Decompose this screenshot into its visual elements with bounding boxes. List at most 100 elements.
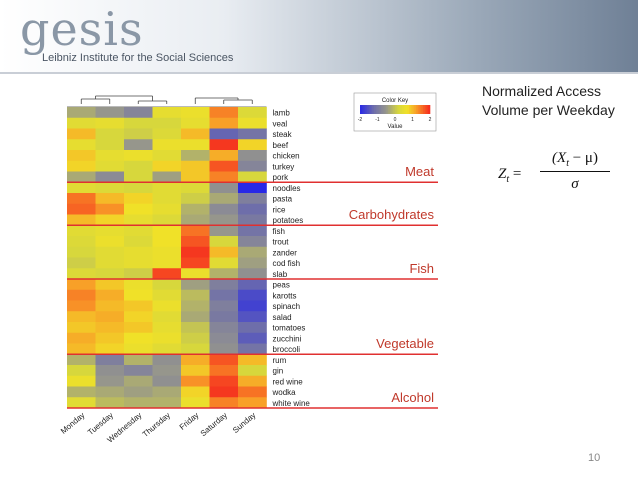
row-label: tomatoes [273, 324, 306, 333]
page-number: 10 [588, 452, 601, 464]
heatmap-cell [95, 354, 125, 366]
heatmap-cell [67, 279, 96, 291]
heatmap-cell [209, 322, 239, 334]
heatmap-cell [238, 171, 267, 183]
header-band [0, 0, 638, 72]
heatmap-cell [124, 203, 153, 215]
heatmap-cell [209, 397, 239, 409]
heatmap-cell [95, 300, 125, 312]
heatmap-cell [209, 128, 239, 140]
heatmap-cell [95, 203, 125, 215]
color-key-swatch [424, 105, 427, 114]
color-key-swatch [396, 105, 399, 114]
formula-lhs-sub: t [506, 174, 510, 185]
heatmap-cell [152, 225, 182, 237]
heatmap-cell [124, 150, 153, 162]
heatmap-cell [152, 343, 182, 355]
heatmap-cell [152, 150, 182, 162]
heatmap-cell [209, 107, 239, 119]
heatmap-cell [124, 343, 153, 355]
heatmap-cell [95, 386, 125, 398]
heatmap-cell [152, 332, 182, 344]
heatmap-cell [95, 365, 125, 377]
heatmap-cell [67, 160, 96, 172]
color-key-title: Color Key [382, 98, 408, 104]
heatmap-cell [95, 257, 125, 269]
heatmap-cell [152, 107, 182, 119]
color-key-swatch [405, 105, 408, 114]
heatmap-cell [209, 117, 239, 129]
column-label: Friday [178, 411, 201, 432]
heatmap-cell [152, 365, 182, 377]
formula-lhs: Zt = [498, 166, 521, 185]
color-key-swatch [360, 105, 363, 114]
color-key-swatch [386, 105, 389, 114]
heatmap-cell [209, 203, 239, 215]
color-key-axis-label: Value [388, 124, 404, 130]
heatmap-cell [67, 311, 96, 323]
heatmap-cell [124, 257, 153, 269]
header-divider [0, 72, 638, 74]
heatmap-cell [95, 193, 125, 205]
row-label: noodles [273, 184, 301, 193]
color-key-swatch [407, 105, 410, 114]
heatmap-cell [238, 279, 267, 291]
heatmap-cell [95, 150, 125, 162]
heatmap-cell [124, 128, 153, 140]
heatmap-cell [124, 354, 153, 366]
color-key-swatch [372, 105, 375, 114]
z-score-formula: Zt = (Xt − μ) σ [498, 150, 618, 200]
heatmap-cell [209, 182, 239, 194]
formula-num-rest: − μ) [568, 150, 598, 166]
color-key-swatch [365, 105, 368, 114]
heatmap-cell [181, 300, 210, 312]
color-key-swatch [381, 105, 384, 114]
color-key-tick: -2 [358, 117, 363, 123]
heatmap-cell [124, 311, 153, 323]
row-label: pork [273, 173, 290, 182]
formula-num-sub: t [566, 158, 569, 169]
row-label: veal [273, 119, 288, 128]
heatmap-cell [209, 160, 239, 172]
heatmap-cell [238, 246, 267, 258]
heatmap-cell [238, 332, 267, 344]
color-key-swatch [416, 105, 419, 114]
heatmap-cell [95, 343, 125, 355]
heatmap-cell [209, 354, 239, 366]
heatmap-cell [95, 225, 125, 237]
heatmap-cell [67, 300, 96, 312]
color-key-swatch [403, 105, 406, 114]
heatmap-cell [67, 332, 96, 344]
side-panel-title: Normalized Access Volume per Weekday [482, 82, 632, 120]
row-label: rice [273, 205, 286, 214]
heatmap-cell [238, 107, 267, 119]
column-label: Sunday [231, 411, 258, 435]
color-key-swatch [400, 105, 403, 114]
color-key-swatch [379, 105, 382, 114]
row-label: potatoes [273, 216, 304, 225]
heatmap-cell [95, 322, 125, 334]
color-key-swatch [363, 105, 366, 114]
color-key-swatch [398, 105, 401, 114]
color-key-swatch [377, 105, 380, 114]
heatmap-cell [209, 193, 239, 205]
heatmap-cell [67, 246, 96, 258]
heatmap-cell [209, 139, 239, 151]
heatmap-cell [152, 268, 182, 280]
row-label: zucchini [273, 334, 302, 343]
heatmap-cell [238, 268, 267, 280]
heatmap-cell [181, 311, 210, 323]
group-label-alcohol: Alcohol [391, 390, 434, 405]
row-label: salad [273, 313, 292, 322]
color-key-swatch [374, 105, 377, 114]
heatmap-cell [95, 107, 125, 119]
heatmap-cell [181, 128, 210, 140]
heatmap-cell [67, 386, 96, 398]
heatmap-cell [67, 257, 96, 269]
color-key-swatch [426, 105, 429, 114]
heatmap-cell [152, 397, 182, 409]
group-label-fish: Fish [409, 261, 434, 276]
heatmap-cell [209, 386, 239, 398]
